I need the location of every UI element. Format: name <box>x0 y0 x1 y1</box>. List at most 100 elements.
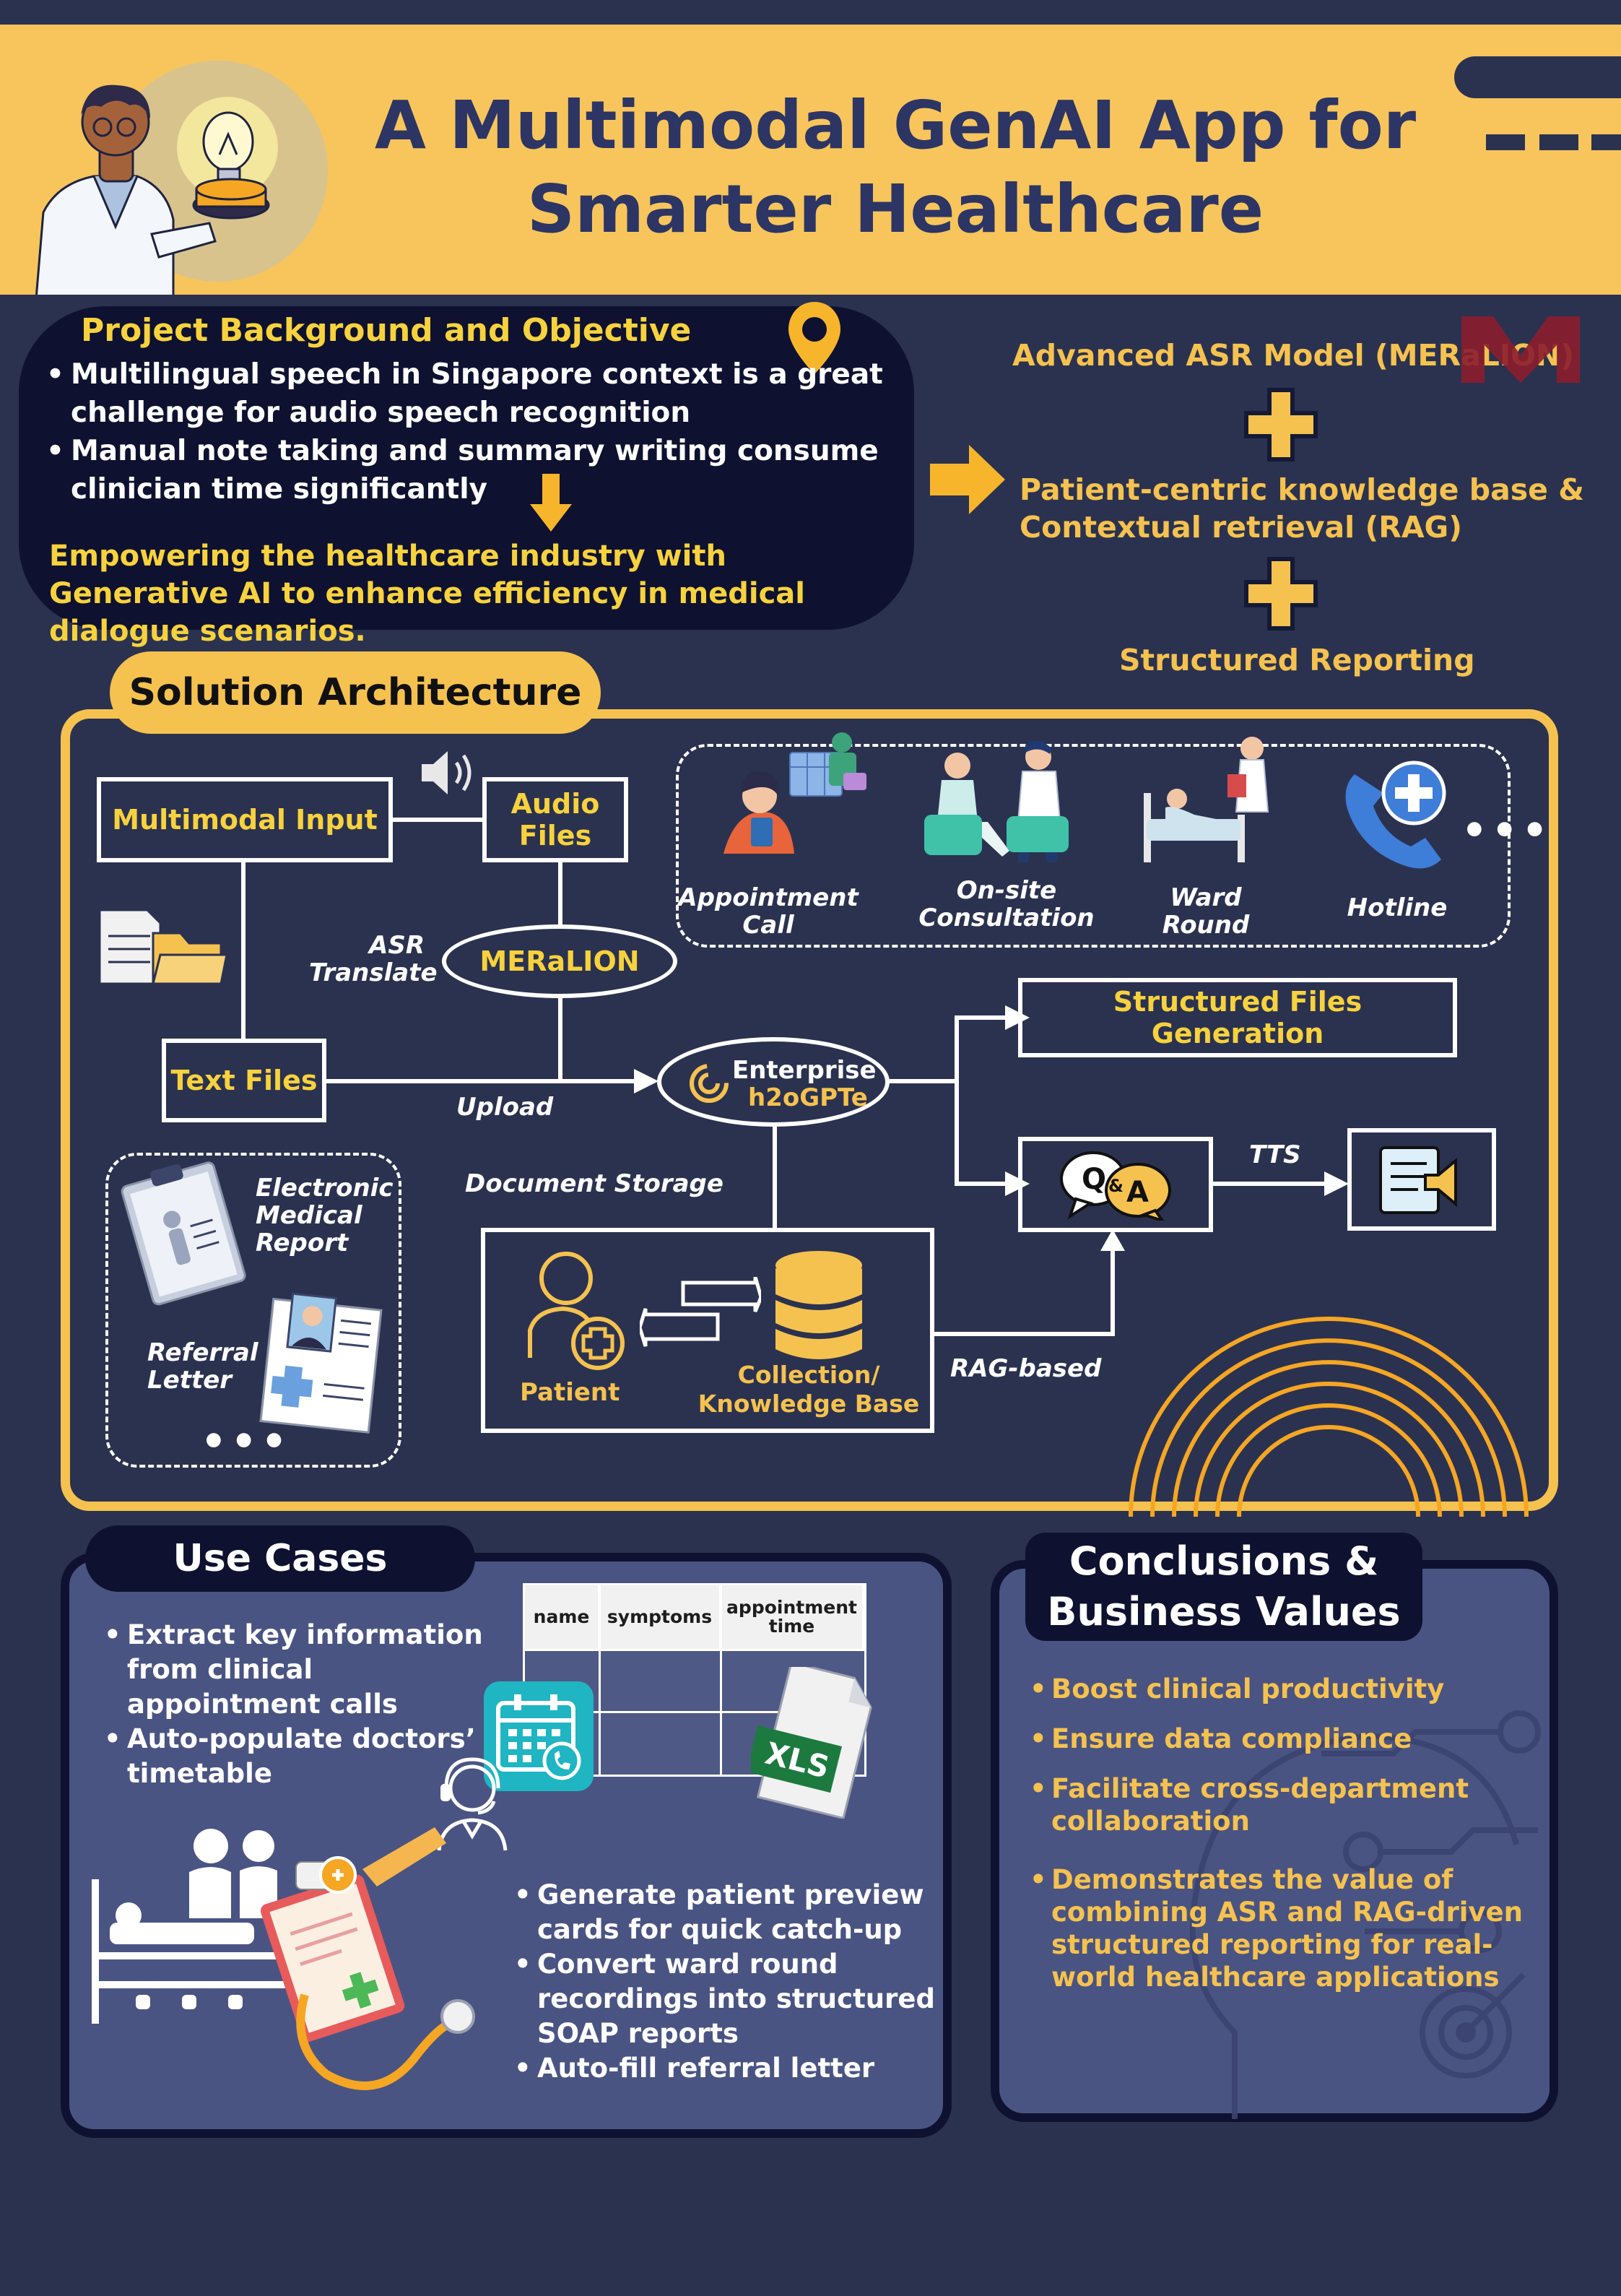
referral-letter-label: Referral Letter <box>147 1339 258 1394</box>
emr-label-line-3: Report <box>256 1229 349 1257</box>
solution-architecture-title: Solution Architecture <box>110 651 601 734</box>
scenario-ward-round: Ward Round <box>1126 884 1285 939</box>
arrow-head-icon <box>1005 1005 1030 1030</box>
conclusions-title-line-1: Conclusions & <box>1069 1538 1379 1584</box>
table-grid-line <box>525 1711 864 1713</box>
multimodal-input-box: Multimodal Input <box>97 777 393 862</box>
scenario-appointment-call: Appointment Call <box>669 884 868 939</box>
header-decoration-dash <box>1591 134 1621 150</box>
use-cases-bullets-bottom: Generate patient preview cards for quick… <box>511 1878 944 2086</box>
connector-line <box>393 818 484 822</box>
decorative-arcs <box>1129 1317 1529 1517</box>
conclusions-title-line-2: Business Values <box>1047 1589 1401 1634</box>
stack-rag: Patient-centric knowledge base & Context… <box>1020 471 1584 546</box>
appointment-call-illustration <box>723 732 866 854</box>
table-header-name: name <box>525 1585 600 1649</box>
table-grid-line <box>599 1585 601 1775</box>
referral-label-line-1: Referral <box>147 1338 258 1367</box>
rag-line <box>1111 1242 1115 1336</box>
upload-line <box>326 1079 650 1083</box>
page-title-line-2: Smarter Healthcare <box>526 170 1264 248</box>
conclusion-bullet: Ensure data compliance <box>1030 1723 1550 1755</box>
h2ogpte-label: h2oGPTe <box>748 1083 868 1112</box>
documents-folder-icon <box>98 909 227 985</box>
upload-label: Upload <box>456 1093 554 1122</box>
arrow-head-icon <box>1324 1171 1349 1196</box>
speaker-icon <box>422 751 471 794</box>
table-header-symptoms: symptoms <box>600 1585 721 1649</box>
scenario-label-line-2: Call <box>742 911 794 940</box>
calendar-phone-icon <box>484 1681 594 1791</box>
page-title-line-1: A Multimodal GenAI App for <box>374 87 1417 164</box>
hospital-illustration <box>92 1827 475 2090</box>
qa-q-letter: Q <box>1082 1163 1106 1196</box>
referral-letter-icon <box>259 1292 383 1434</box>
scenario-label-line-1: Appointment <box>678 883 859 912</box>
arrow-head-icon <box>1100 1229 1125 1251</box>
scenario-hotline: Hotline <box>1347 893 1448 922</box>
stack-structured-reporting: Structured Reporting <box>1119 643 1475 677</box>
patient-icon <box>528 1252 625 1370</box>
meralion-node: MERaLION <box>442 924 677 998</box>
scenario-label-line-2: Round <box>1162 911 1250 940</box>
header-decoration-dash <box>1486 134 1525 150</box>
referral-label-line-2: Letter <box>147 1366 232 1395</box>
asr-translate-label: ASR Translate <box>309 931 438 987</box>
asr-label-line-1: ASR <box>369 931 425 960</box>
database-icon <box>775 1251 862 1359</box>
rag-line <box>934 1332 1115 1336</box>
down-arrow-icon <box>530 474 572 532</box>
documents-group <box>105 1153 401 1468</box>
project-objective-statement: Empowering the healthcare industry with … <box>49 540 806 648</box>
knowledge-storage-box <box>481 1228 934 1433</box>
header-banner: A Multimodal GenAI App for Smarter Healt… <box>0 25 1621 295</box>
onsite-consultation-illustration <box>924 740 1069 862</box>
xls-file-icon: XLS <box>751 1667 872 1819</box>
speech-document-icon <box>1379 1146 1457 1214</box>
scenario-label-line-1: Ward <box>1170 883 1242 912</box>
connector-line <box>558 1079 562 1083</box>
use-case-bullet: Auto-fill referral letter <box>511 2051 944 2086</box>
audio-files-box: Audio Files <box>482 777 628 862</box>
arrow-head-icon <box>634 1069 659 1093</box>
arrow-head-icon <box>1005 1171 1030 1196</box>
connector-line <box>558 998 562 1080</box>
stack-rag-line-1: Patient-centric knowledge base & <box>1020 472 1585 507</box>
plus-icon <box>1244 388 1318 462</box>
right-arrow-icon <box>930 445 1005 514</box>
audio-files-line-1: Audio <box>510 788 600 820</box>
structured-files-generation-box: Structured Files Generation <box>1018 978 1457 1057</box>
tts-line <box>1213 1182 1334 1186</box>
asr-label-line-2: Translate <box>309 958 438 987</box>
audio-files-line-2: Files <box>518 820 592 852</box>
electronic-medical-report-label: Electronic Medical Report <box>256 1174 394 1257</box>
table-grid-line <box>720 1585 722 1775</box>
conclusions-list: Boost clinical productivity Ensure data … <box>1030 1673 1550 2011</box>
collection-label-line-1: Collection/ <box>737 1361 880 1389</box>
use-case-bullet: Auto-populate doctors’ timetable <box>101 1722 505 1791</box>
appointment-table: name symptoms appointment time <box>523 1583 866 1777</box>
stack-rag-line-2: Contextual retrieval (RAG) <box>1020 510 1462 545</box>
connector-line <box>773 1127 777 1232</box>
more-documents-ellipsis: ••• <box>201 1418 292 1465</box>
plus-icon <box>1244 557 1318 631</box>
scenario-label-line-1: On-site <box>956 876 1057 905</box>
use-case-bullet: Generate patient preview cards for quick… <box>511 1878 944 1947</box>
qa-a-letter: A <box>1126 1176 1149 1209</box>
qa-bubbles-icon: Q & A <box>1060 1151 1171 1221</box>
use-cases-bullets-top: Extract key information from clinical ap… <box>101 1618 505 1791</box>
h2ogpte-node: Enterprise h2oGPTe <box>657 1037 890 1127</box>
enterprise-label: Enterprise <box>732 1056 877 1085</box>
qa-box: Q & A <box>1018 1137 1213 1232</box>
rag-based-label: RAG-based <box>950 1354 1102 1383</box>
qa-ampersand: & <box>1108 1176 1124 1196</box>
connector-line <box>890 1079 959 1083</box>
connector-line <box>558 862 562 927</box>
calendar-phone-glyph <box>496 1694 581 1780</box>
background-bullet: Manual note taking and summary writing c… <box>46 432 884 508</box>
conclusions-title: Conclusions & Business Values <box>1025 1533 1422 1641</box>
hotline-phone-icon <box>1345 761 1446 869</box>
connector-line <box>955 1182 1021 1186</box>
tts-label: TTS <box>1249 1140 1301 1169</box>
scenarios-group <box>676 744 1511 948</box>
